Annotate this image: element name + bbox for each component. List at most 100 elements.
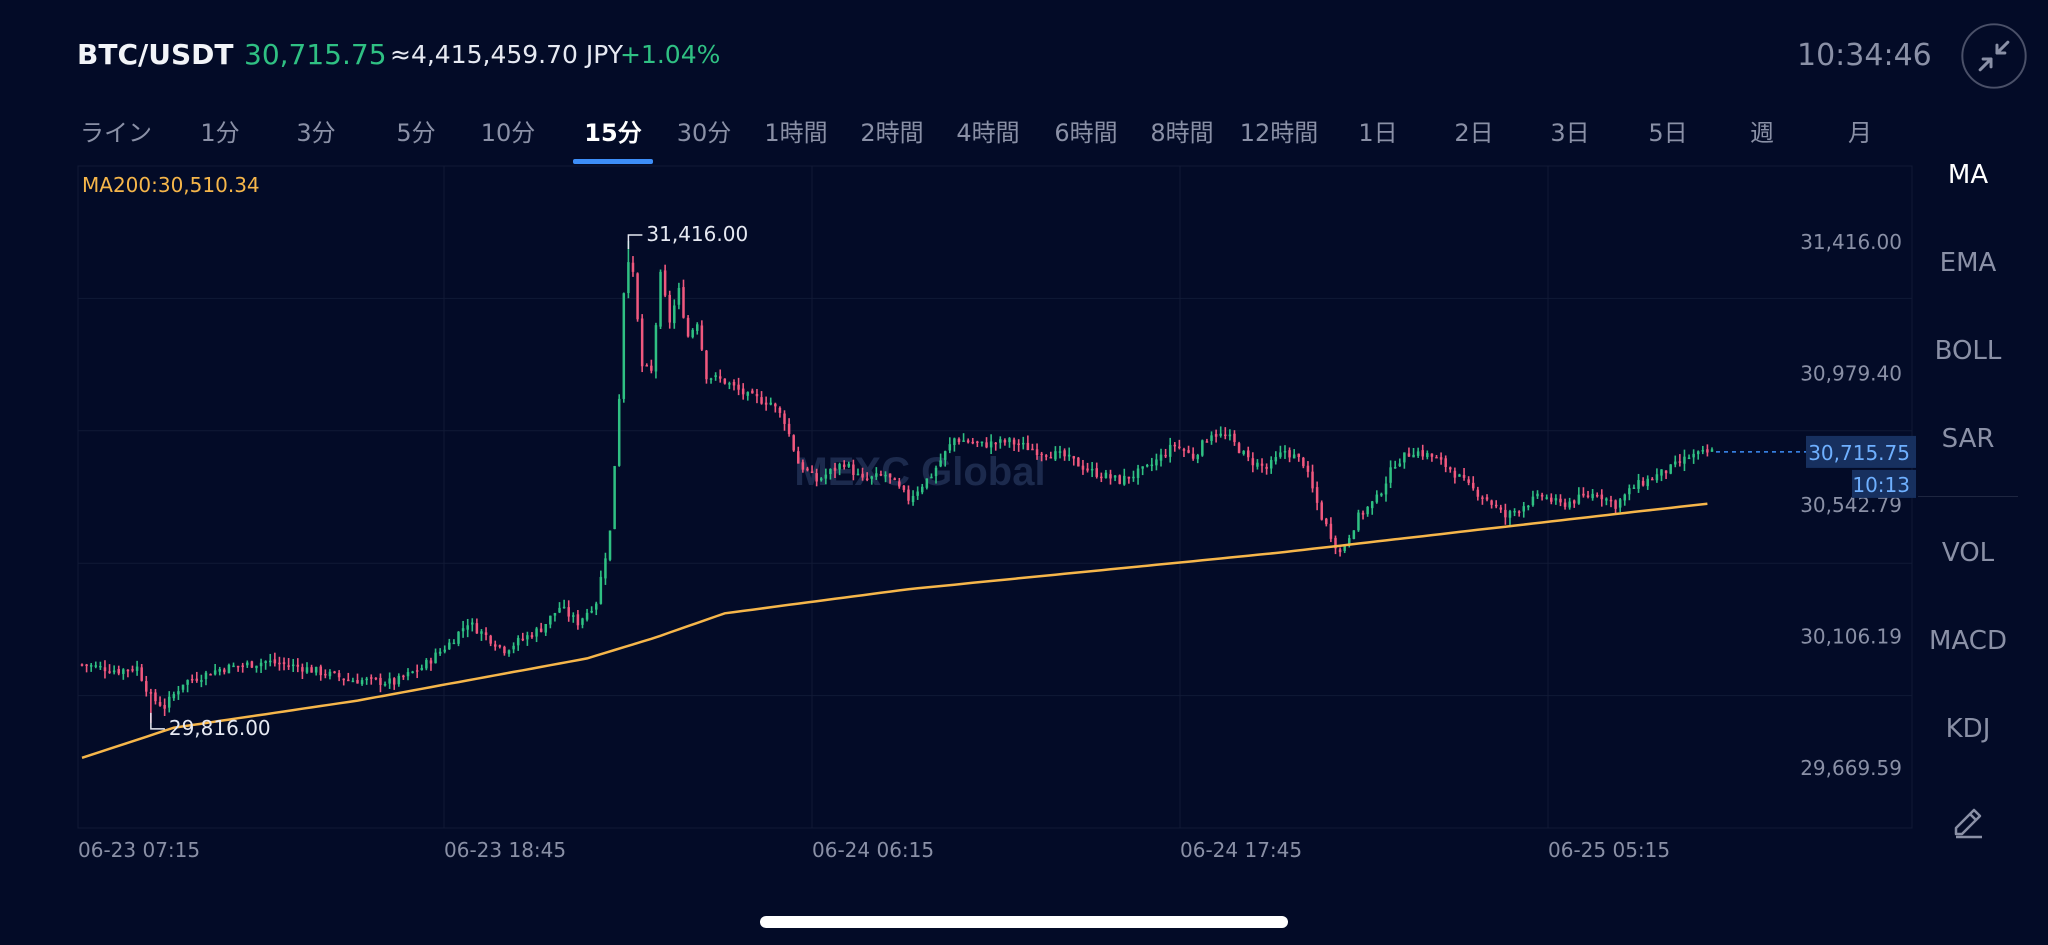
candle: [1609, 495, 1613, 508]
candle: [1067, 447, 1071, 461]
candle-body: [1191, 453, 1195, 459]
candle: [1641, 477, 1645, 487]
indicator-macd[interactable]: MACD: [1929, 626, 2007, 656]
candle-body: [1398, 463, 1402, 467]
candle-body: [1687, 457, 1691, 460]
candle: [287, 658, 290, 670]
indicator-sar[interactable]: SAR: [1941, 424, 1995, 454]
candle: [925, 478, 929, 490]
indicator-boll[interactable]: BOLL: [1934, 336, 2002, 366]
tab-interval-11[interactable]: 8時間: [1150, 119, 1214, 147]
candlestick-chart[interactable]: MEXC Global 31,416.0030,979.4030,542.793…: [0, 0, 1918, 880]
tab-interval-7[interactable]: 1時間: [764, 119, 828, 147]
candle: [783, 410, 786, 431]
candle: [544, 623, 548, 636]
candle-body: [1471, 482, 1475, 489]
tab-interval-17[interactable]: 週: [1750, 119, 1774, 147]
candle: [1315, 481, 1319, 511]
candle-body: [815, 473, 818, 482]
tab-interval-4[interactable]: 10分: [480, 119, 536, 147]
candle: [801, 459, 805, 473]
candle: [1398, 458, 1402, 467]
candle-body: [521, 638, 525, 641]
candle: [723, 378, 727, 385]
candle-body: [1467, 479, 1470, 483]
candle: [1513, 508, 1516, 517]
candle-body: [131, 669, 134, 671]
candle: [1283, 445, 1287, 459]
candle-body: [585, 612, 589, 620]
candle: [1320, 500, 1323, 521]
tab-interval-3[interactable]: 5分: [396, 119, 436, 147]
candle-body: [884, 474, 887, 477]
candle: [406, 668, 410, 681]
candle-body: [1224, 434, 1227, 437]
candle: [732, 379, 736, 391]
candle-body: [806, 468, 809, 471]
candle-body: [1605, 498, 1608, 501]
exit-fullscreen-button[interactable]: [1961, 23, 2027, 89]
candle: [209, 673, 212, 676]
candle-body: [122, 669, 125, 674]
indicator-ma[interactable]: MA: [1947, 160, 1989, 190]
candle: [117, 665, 120, 676]
tab-interval-15[interactable]: 3日: [1550, 119, 1590, 147]
tab-interval-12[interactable]: 12時間: [1239, 119, 1319, 147]
candle-body: [512, 645, 515, 650]
tab-interval-8[interactable]: 2時間: [860, 119, 924, 147]
candle-body: [1040, 453, 1043, 456]
candle-body: [195, 678, 199, 681]
candle-body: [1315, 487, 1319, 503]
candle-body: [305, 667, 309, 673]
tab-interval-16[interactable]: 5日: [1648, 119, 1688, 147]
tab-interval-0[interactable]: ライン: [80, 119, 152, 147]
tab-interval-6[interactable]: 30分: [676, 119, 732, 147]
candle: [1476, 486, 1480, 501]
candle: [1421, 444, 1424, 460]
chart-annotations: 31,416.00 29,816.00 30,715.75 10:13: [150, 222, 1916, 740]
candle-body: [1595, 494, 1599, 497]
candle-body: [1531, 496, 1535, 506]
candle-body: [117, 669, 120, 674]
candle-body: [1393, 466, 1397, 469]
candle-body: [677, 287, 681, 305]
candle-body: [1481, 497, 1484, 499]
candle: [1458, 473, 1461, 477]
candle: [668, 290, 671, 329]
candle: [673, 299, 676, 329]
tab-interval-14[interactable]: 2日: [1454, 119, 1494, 147]
candle-body: [310, 667, 313, 673]
pair-symbol[interactable]: BTC/USDT: [77, 38, 234, 71]
tab-interval-9[interactable]: 4時間: [956, 119, 1020, 147]
indicator-ema[interactable]: EMA: [1939, 248, 1997, 278]
home-indicator[interactable]: [760, 916, 1288, 928]
candle: [108, 664, 111, 674]
tab-interval-10[interactable]: 6時間: [1054, 119, 1118, 147]
candle: [971, 437, 975, 445]
candle-body: [1233, 433, 1236, 443]
candle-body: [526, 635, 529, 640]
chart-area[interactable]: MEXC Global 31,416.00 30,979.40 30,542.79 3…: [0, 0, 1918, 884]
tab-interval-5[interactable]: 15分: [573, 112, 653, 164]
candle: [379, 673, 382, 693]
candle-body: [856, 473, 860, 476]
candle: [461, 620, 465, 638]
tab-interval-18[interactable]: 月: [1848, 119, 1872, 147]
tab-interval-1[interactable]: 1分: [200, 119, 240, 147]
tab-interval-13[interactable]: 1日: [1358, 119, 1398, 147]
candle: [957, 437, 961, 445]
candle: [246, 660, 249, 668]
draw-tool-button[interactable]: [1918, 804, 2018, 847]
candle: [700, 320, 704, 352]
candle-body: [764, 402, 768, 405]
candle-body: [1572, 500, 1576, 504]
candle: [696, 322, 699, 335]
candle-body: [1458, 474, 1461, 477]
candle: [438, 648, 442, 656]
indicator-vol[interactable]: VOL: [1941, 538, 1995, 568]
indicator-kdj[interactable]: KDJ: [1945, 714, 1991, 744]
candle-body: [296, 664, 300, 667]
candle-body: [810, 471, 814, 474]
candle-body: [755, 393, 759, 397]
tab-interval-2[interactable]: 3分: [296, 119, 336, 147]
